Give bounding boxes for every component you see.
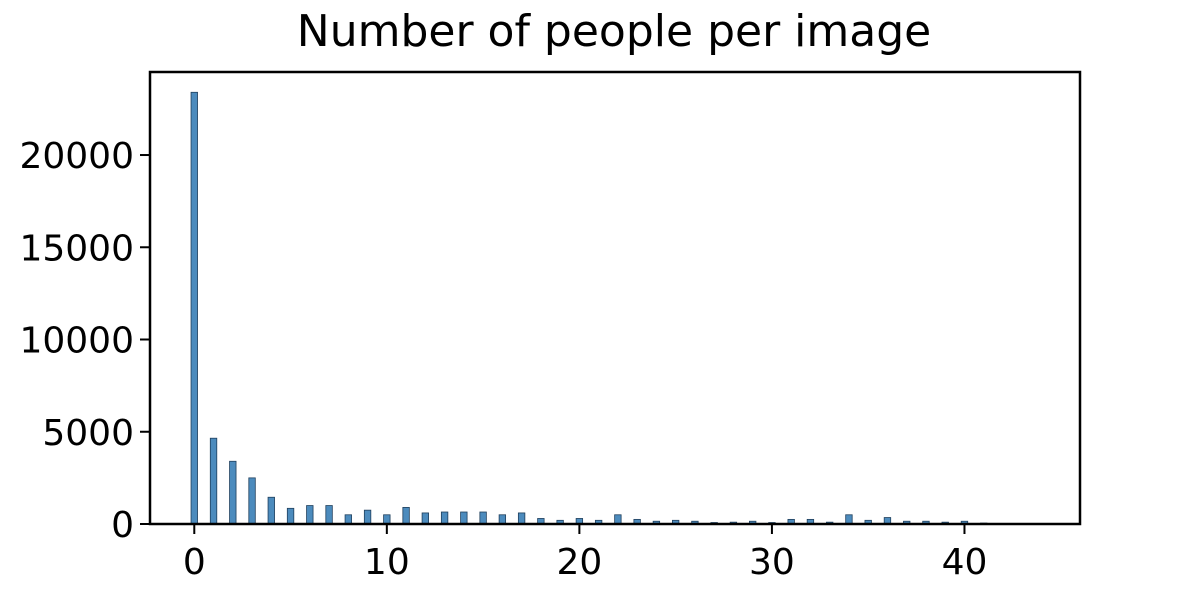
x-tick-label: 20 xyxy=(556,542,602,583)
y-tick-label: 15000 xyxy=(19,228,134,269)
y-tick-label: 5000 xyxy=(42,413,134,454)
bar xyxy=(498,514,507,525)
bars-layer xyxy=(190,91,1046,525)
bar xyxy=(229,460,237,525)
bar xyxy=(517,512,526,525)
y-tick-label: 20000 xyxy=(19,136,134,177)
plot-frame xyxy=(148,70,1082,526)
bar xyxy=(209,437,218,525)
bar xyxy=(614,514,622,525)
bar xyxy=(460,511,468,525)
bar xyxy=(190,91,198,525)
bar xyxy=(845,514,853,525)
x-tick-label: 10 xyxy=(364,542,410,583)
bar xyxy=(479,511,487,525)
bar xyxy=(383,514,391,525)
y-tick-label: 10000 xyxy=(19,321,134,362)
bar xyxy=(440,511,449,525)
bar xyxy=(363,509,372,525)
bar xyxy=(248,477,256,525)
x-tick-label: 30 xyxy=(749,542,795,583)
ticks-layer: 0 10 20 30 40 0 5000 10000 15000 20000 xyxy=(19,136,987,583)
bar xyxy=(325,505,333,525)
x-tick-label: 0 xyxy=(183,542,206,583)
bar xyxy=(421,512,429,525)
bar xyxy=(267,496,275,525)
bar xyxy=(344,514,352,525)
chart-title: Number of people per image xyxy=(297,6,931,57)
x-tick-label: 40 xyxy=(942,542,988,583)
bar xyxy=(402,506,410,525)
y-tick-label: 0 xyxy=(111,505,134,546)
bar xyxy=(286,507,295,525)
bar xyxy=(306,505,314,525)
